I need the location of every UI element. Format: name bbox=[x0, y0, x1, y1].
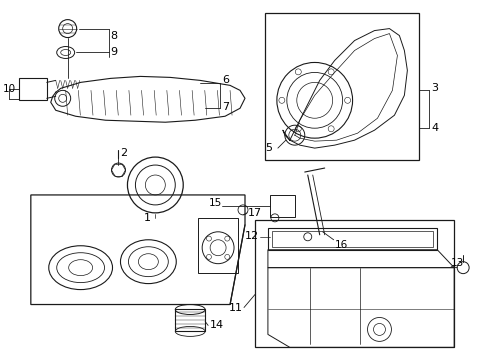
Text: 11: 11 bbox=[228, 302, 243, 312]
Bar bbox=[19, 78, 47, 100]
Text: 9: 9 bbox=[110, 48, 118, 58]
Text: 2: 2 bbox=[120, 148, 127, 158]
Text: 17: 17 bbox=[247, 208, 262, 218]
Text: 1: 1 bbox=[143, 213, 151, 223]
Text: 3: 3 bbox=[430, 84, 437, 93]
Bar bbox=[198, 218, 238, 273]
Text: 10: 10 bbox=[3, 84, 16, 94]
Text: 12: 12 bbox=[244, 231, 259, 241]
Text: 6: 6 bbox=[222, 75, 228, 85]
Bar bbox=[264, 13, 419, 160]
Text: 8: 8 bbox=[110, 31, 118, 41]
Bar bbox=[271, 231, 432, 247]
Text: 14: 14 bbox=[210, 320, 224, 330]
Text: 13: 13 bbox=[450, 258, 464, 268]
Bar bbox=[175, 310, 205, 332]
Text: 7: 7 bbox=[222, 102, 229, 112]
Text: 4: 4 bbox=[430, 123, 438, 133]
Bar bbox=[254, 220, 453, 347]
Text: 16: 16 bbox=[334, 240, 347, 250]
Text: 5: 5 bbox=[264, 143, 271, 153]
Bar bbox=[269, 195, 294, 217]
Text: 15: 15 bbox=[208, 198, 222, 208]
Bar bbox=[267, 228, 436, 250]
